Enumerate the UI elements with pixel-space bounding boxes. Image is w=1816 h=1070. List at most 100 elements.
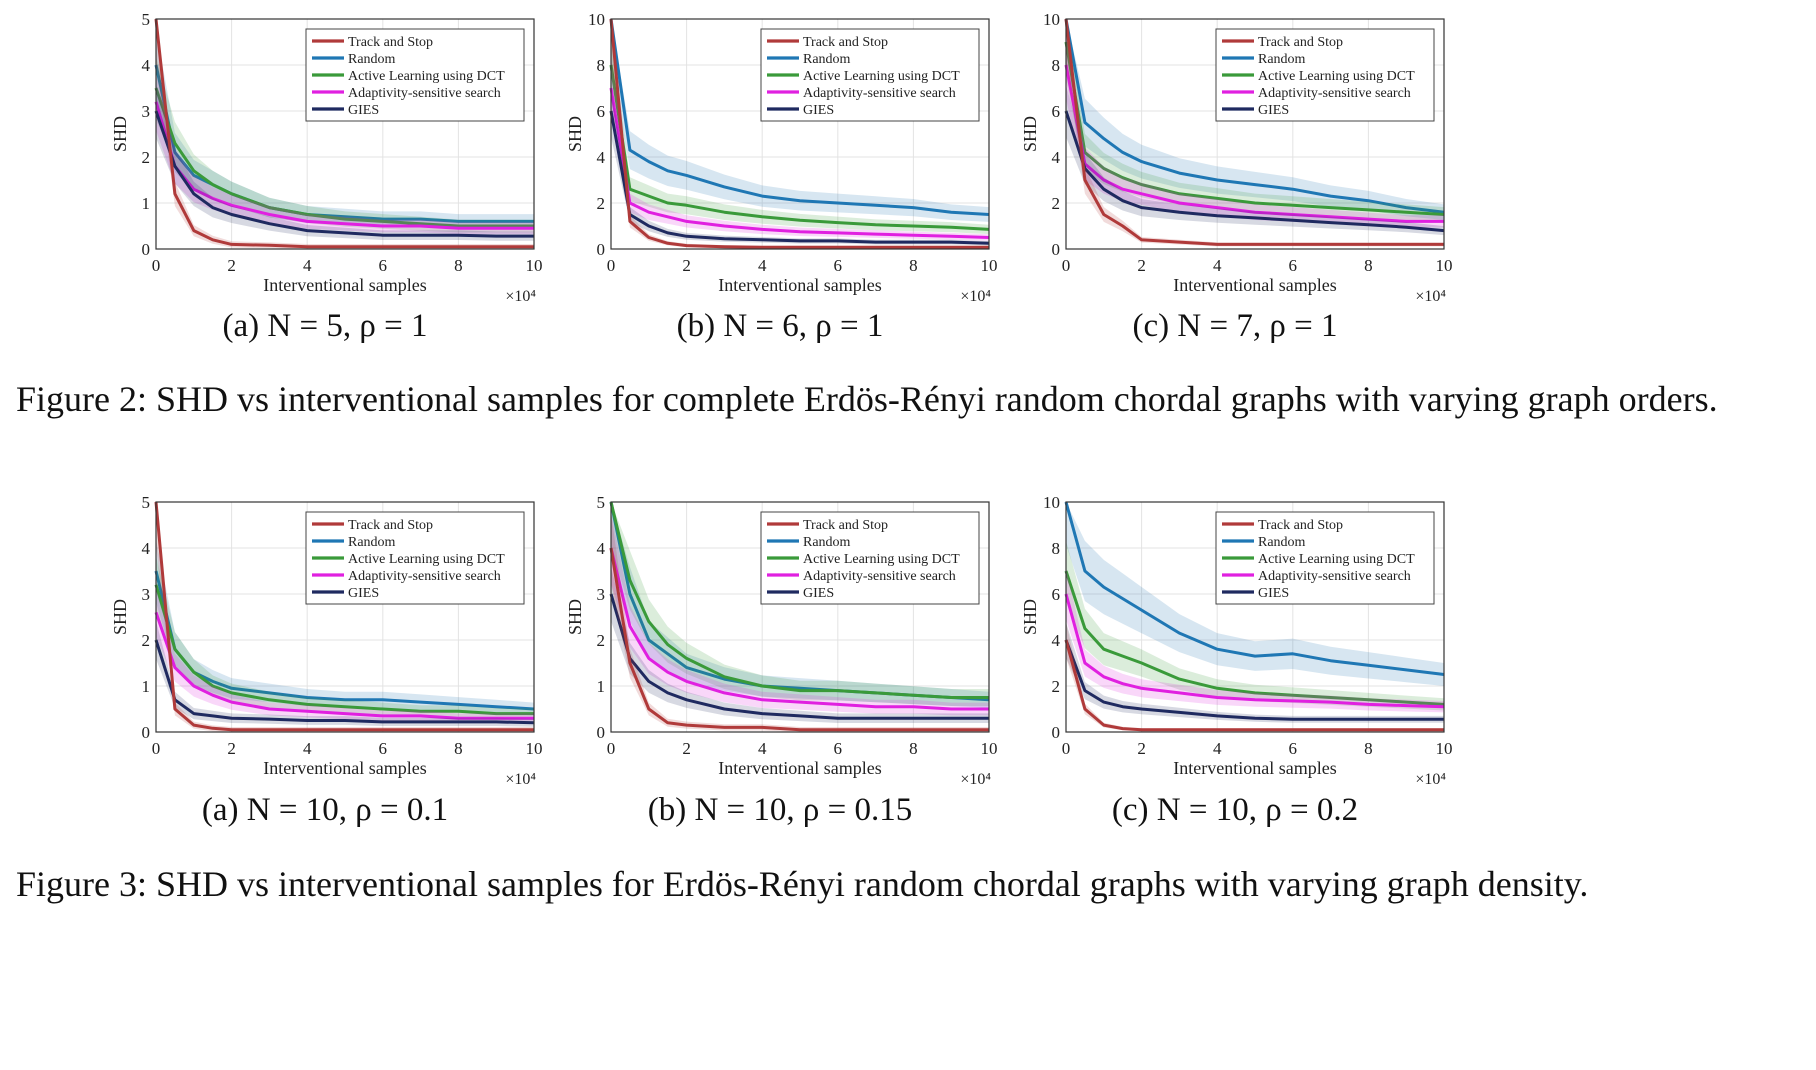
y-tick-label: 1 — [142, 194, 151, 213]
x-tick-label: 8 — [454, 256, 463, 275]
legend-entry: Track and Stop — [803, 35, 888, 50]
y-tick-label: 10 — [1043, 493, 1060, 512]
x-multiplier-label: ×10⁴ — [1415, 771, 1446, 788]
x-tick-label: 6 — [1289, 256, 1298, 275]
y-tick-label: 0 — [142, 240, 151, 259]
legend-entry: Track and Stop — [348, 35, 433, 50]
y-axis-label: SHD — [110, 116, 130, 152]
legend-entry: Random — [348, 52, 396, 67]
chart-svg: 0 2 4 6 8 10 0 2 4 6 8 10 Interventional samples SHD ×… — [565, 10, 998, 305]
series-band — [1066, 19, 1444, 220]
x-multiplier-label: ×10⁴ — [960, 771, 991, 788]
fig2-panel-a: 0 2 4 6 8 10 0 1 2 3 4 5 Interventional samples SHD ×1… — [110, 5, 640, 305]
x-axis-label: Interventional samples — [718, 275, 881, 295]
y-tick-label: 3 — [142, 585, 151, 604]
x-tick-label: 0 — [607, 256, 616, 275]
x-axis-label: Interventional samples — [1173, 275, 1336, 295]
legend-entry: Track and Stop — [1258, 35, 1343, 50]
legend-entry: Random — [1258, 535, 1306, 550]
legend-entry: GIES — [803, 103, 834, 118]
x-tick-label: 4 — [758, 739, 767, 758]
x-tick-label: 10 — [1436, 256, 1453, 275]
y-tick-label: 2 — [597, 194, 606, 213]
x-tick-label: 10 — [981, 256, 998, 275]
chart-svg: 0 2 4 6 8 10 0 1 2 3 4 5 Interventional samples SHD ×1… — [110, 493, 543, 788]
fig2-panel-b: 0 2 4 6 8 10 0 2 4 6 8 10 Interventional samples SHD ×… — [565, 5, 1095, 305]
legend-entry: GIES — [1258, 103, 1289, 118]
legend-entry: Adaptivity-sensitive search — [803, 86, 956, 101]
x-multiplier-label: ×10⁴ — [505, 288, 536, 305]
series-band — [611, 19, 989, 222]
legend-entry: Active Learning using DCT — [1258, 552, 1415, 567]
y-tick-label: 0 — [1052, 240, 1061, 259]
x-tick-label: 6 — [379, 256, 388, 275]
fig3-subcaption-c: (c) N = 10, ρ = 0.2 — [1111, 792, 1359, 828]
x-tick-label: 8 — [909, 256, 918, 275]
fig3-subcaption-b: (b) N = 10, ρ = 0.15 — [647, 792, 913, 828]
y-axis-label: SHD — [565, 116, 585, 152]
axes-box — [610, 18, 990, 250]
axes-box — [155, 18, 535, 250]
y-tick-label: 4 — [1052, 148, 1061, 167]
x-axis-label: Interventional samples — [718, 758, 881, 778]
fig3-subcaption-a: (a) N = 10, ρ = 0.1 — [201, 792, 449, 828]
legend-entry: Adaptivity-sensitive search — [348, 569, 501, 584]
x-tick-label: 6 — [834, 739, 843, 758]
x-tick-label: 8 — [1364, 256, 1373, 275]
legend-entry: GIES — [803, 586, 834, 601]
y-tick-label: 10 — [1043, 10, 1060, 29]
y-tick-label: 3 — [142, 102, 151, 121]
axes-box — [155, 501, 535, 733]
x-tick-label: 0 — [152, 256, 161, 275]
legend-entry: Track and Stop — [1258, 518, 1343, 533]
y-axis-label: SHD — [110, 599, 130, 635]
x-tick-label: 6 — [379, 739, 388, 758]
legend-entry: Active Learning using DCT — [803, 552, 960, 567]
legend-entry: Random — [803, 52, 851, 67]
x-tick-label: 4 — [1213, 739, 1222, 758]
y-tick-label: 5 — [142, 10, 151, 29]
y-tick-label: 6 — [1052, 102, 1061, 121]
x-multiplier-label: ×10⁴ — [505, 771, 536, 788]
legend-entry: Adaptivity-sensitive search — [1258, 569, 1411, 584]
x-tick-label: 0 — [1062, 256, 1071, 275]
y-tick-label: 8 — [1052, 56, 1061, 75]
x-tick-label: 4 — [1213, 256, 1222, 275]
fig3-panel-a: 0 2 4 6 8 10 0 1 2 3 4 5 Interventional samples SHD ×1… — [110, 488, 640, 788]
legend-entry: Active Learning using DCT — [1258, 69, 1415, 84]
legend-entry: Active Learning using DCT — [348, 69, 505, 84]
y-axis-label: SHD — [565, 599, 585, 635]
x-tick-label: 10 — [526, 739, 543, 758]
chart-svg: 0 2 4 6 8 10 0 2 4 6 8 10 Interventional samples SHD ×… — [1020, 493, 1453, 788]
legend-entry: GIES — [348, 103, 379, 118]
y-tick-label: 4 — [597, 148, 606, 167]
y-tick-label: 2 — [597, 631, 606, 650]
y-tick-label: 5 — [142, 493, 151, 512]
legend-entry: Adaptivity-sensitive search — [348, 86, 501, 101]
x-tick-label: 8 — [909, 739, 918, 758]
chart-svg: 0 2 4 6 8 10 0 2 4 6 8 10 Interventional samples SHD ×… — [1020, 10, 1453, 305]
x-tick-label: 2 — [1137, 739, 1146, 758]
y-tick-label: 6 — [597, 102, 606, 121]
y-tick-label: 4 — [142, 56, 151, 75]
legend-entry: Adaptivity-sensitive search — [1258, 86, 1411, 101]
series-band — [156, 621, 534, 727]
y-tick-label: 0 — [1052, 723, 1061, 742]
y-tick-label: 1 — [142, 677, 151, 696]
fig2-subcaption-b: (b) N = 6, ρ = 1 — [676, 308, 884, 344]
x-tick-label: 6 — [834, 256, 843, 275]
x-axis-label: Interventional samples — [263, 758, 426, 778]
axes-box — [1065, 501, 1445, 733]
x-axis-label: Interventional samples — [1173, 758, 1336, 778]
figure2-caption: Figure 2: SHD vs interventional samples … — [16, 379, 1718, 419]
fig3-panel-c: 0 2 4 6 8 10 0 2 4 6 8 10 Interventional samples SHD ×… — [1020, 488, 1550, 788]
fig3-panel-b: 0 2 4 6 8 10 0 1 2 3 4 5 Interventional samples SHD ×1… — [565, 488, 1095, 788]
legend-entry: Adaptivity-sensitive search — [803, 569, 956, 584]
legend-entry: Active Learning using DCT — [348, 552, 505, 567]
x-tick-label: 6 — [1289, 739, 1298, 758]
legend-entry: Random — [348, 535, 396, 550]
y-tick-label: 2 — [1052, 677, 1061, 696]
figure3-caption: Figure 3: SHD vs interventional samples … — [16, 864, 1589, 904]
fig2-panel-c: 0 2 4 6 8 10 0 2 4 6 8 10 Interventional samples SHD ×… — [1020, 5, 1550, 305]
legend-entry: GIES — [348, 586, 379, 601]
